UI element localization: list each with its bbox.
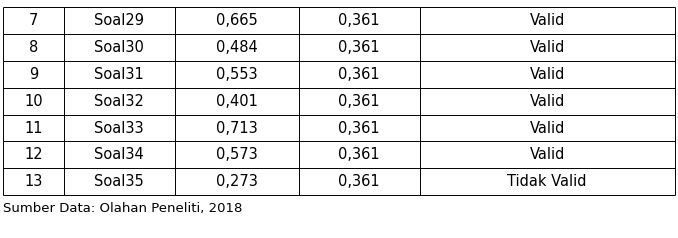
Text: 0,361: 0,361	[338, 67, 380, 82]
Text: Soal31: Soal31	[94, 67, 144, 82]
Text: 0,553: 0,553	[216, 67, 258, 82]
Text: 7: 7	[29, 13, 38, 28]
Text: Valid: Valid	[530, 13, 565, 28]
Text: Valid: Valid	[530, 40, 565, 55]
Text: 0,273: 0,273	[216, 174, 258, 189]
Text: Valid: Valid	[530, 147, 565, 162]
Text: 0,573: 0,573	[216, 147, 258, 162]
Text: Soal32: Soal32	[94, 94, 144, 109]
Text: 11: 11	[24, 120, 43, 135]
Text: 0,361: 0,361	[338, 174, 380, 189]
Text: 0,401: 0,401	[216, 94, 258, 109]
Text: Soal30: Soal30	[94, 40, 144, 55]
Text: 0,361: 0,361	[338, 120, 380, 135]
Text: Valid: Valid	[530, 94, 565, 109]
Text: Tidak Valid: Tidak Valid	[507, 174, 587, 189]
Text: Valid: Valid	[530, 67, 565, 82]
Text: Valid: Valid	[530, 120, 565, 135]
Text: Sumber Data: Olahan Peneliti, 2018: Sumber Data: Olahan Peneliti, 2018	[3, 202, 243, 215]
Text: 0,361: 0,361	[338, 13, 380, 28]
Text: 0,361: 0,361	[338, 94, 380, 109]
Text: 12: 12	[24, 147, 43, 162]
Text: 10: 10	[24, 94, 43, 109]
Text: 13: 13	[24, 174, 43, 189]
Text: 9: 9	[29, 67, 38, 82]
Text: 0,361: 0,361	[338, 147, 380, 162]
Text: Soal29: Soal29	[94, 13, 144, 28]
Text: 0,361: 0,361	[338, 40, 380, 55]
Text: Soal33: Soal33	[94, 120, 144, 135]
Text: Soal35: Soal35	[94, 174, 144, 189]
Text: Soal34: Soal34	[94, 147, 144, 162]
Text: 0,665: 0,665	[216, 13, 258, 28]
Text: 0,713: 0,713	[216, 120, 258, 135]
Text: 0,484: 0,484	[216, 40, 258, 55]
Text: 8: 8	[29, 40, 38, 55]
